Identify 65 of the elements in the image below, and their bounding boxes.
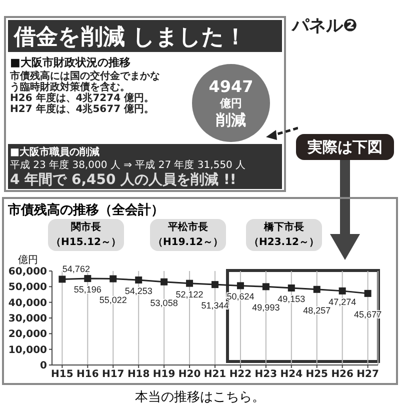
point xyxy=(364,290,372,297)
text: ■大阪市職員の削減 xyxy=(10,145,100,159)
text: 橋下市長 xyxy=(262,220,305,235)
y-tick-label: 60,000 xyxy=(8,266,48,278)
y-tick-label: 10,000 xyxy=(8,344,48,356)
text: 平成 23 年度 38,000 人 ⇒ 平成 27 年度 31,550 人 xyxy=(10,158,246,172)
data-label: 54,253 xyxy=(124,286,152,296)
text: 実際は下図 xyxy=(296,134,394,160)
text: 4947 xyxy=(208,76,254,96)
text: 億円 xyxy=(220,96,242,112)
x-tick-label: H17 xyxy=(102,369,124,380)
x-tick-label: H24 xyxy=(280,369,303,380)
text: 関市長 xyxy=(70,220,102,235)
data-label: 55,196 xyxy=(74,284,102,295)
text: パネル❷ xyxy=(292,15,358,37)
point xyxy=(313,286,320,293)
text: 市債残高には国の交付金でまかなう臨時財政対策債を含む。 xyxy=(10,71,160,93)
text: 4 年間で 6,450 人の人員を削減 !! xyxy=(10,171,236,189)
text: （H19.12～） xyxy=(152,236,224,250)
data-label: 49,993 xyxy=(252,302,280,313)
y-axis-title: 億円 xyxy=(18,254,38,267)
chart-title: 市債残高の推移（全会計） xyxy=(8,202,164,219)
text: H27 年度は、4兆5677 億円。 xyxy=(10,104,156,115)
point xyxy=(236,282,244,290)
point xyxy=(262,283,270,290)
x-tick-label: H15 xyxy=(51,369,74,380)
text: 借金を削減 しました！ xyxy=(14,24,247,52)
point xyxy=(110,275,117,282)
x-tick-label: H23 xyxy=(254,369,278,380)
text: （H15.12～） xyxy=(50,236,122,250)
text: ■大阪市財政状況の推移 xyxy=(10,55,130,70)
x-tick-label: H18 xyxy=(127,369,150,380)
point xyxy=(186,280,194,287)
x-tick-label: H26 xyxy=(331,369,354,380)
y-tick-label: 40,000 xyxy=(8,298,48,309)
data-label: 49,153 xyxy=(278,294,306,304)
x-tick-label: H27 xyxy=(356,369,379,380)
point xyxy=(135,276,142,284)
y-tick-label: 0 xyxy=(40,360,48,372)
data-label: 52,122 xyxy=(176,289,204,300)
text: 削減 xyxy=(216,110,246,128)
x-tick-label: H20 xyxy=(178,369,201,380)
x-tick-label: H21 xyxy=(204,369,226,380)
text: 本当の推移はこちら。 xyxy=(134,389,266,406)
text: 平松市長 xyxy=(167,220,209,235)
text: （H23.12～） xyxy=(248,236,320,250)
x-tick-label: H16 xyxy=(76,369,99,380)
point xyxy=(84,275,92,282)
text: H26 年度は、4兆7274 億円。 xyxy=(10,93,156,104)
data-label: 53,058 xyxy=(150,298,178,308)
y-tick-label: 30,000 xyxy=(8,314,48,325)
x-tick-label: H22 xyxy=(229,369,252,380)
x-tick-label: H19 xyxy=(152,369,176,380)
y-tick-label: 50,000 xyxy=(8,282,48,294)
data-label: 47,274 xyxy=(328,296,356,307)
data-label: 55,022 xyxy=(99,294,127,305)
point xyxy=(212,281,218,288)
point xyxy=(160,278,168,286)
point xyxy=(288,284,295,292)
y-tick-label: 20,000 xyxy=(8,329,48,340)
data-label: 54,762 xyxy=(62,264,90,274)
point xyxy=(58,276,66,283)
point xyxy=(338,287,346,294)
data-label: 48,257 xyxy=(303,305,331,316)
x-tick-label: H25 xyxy=(306,369,328,380)
